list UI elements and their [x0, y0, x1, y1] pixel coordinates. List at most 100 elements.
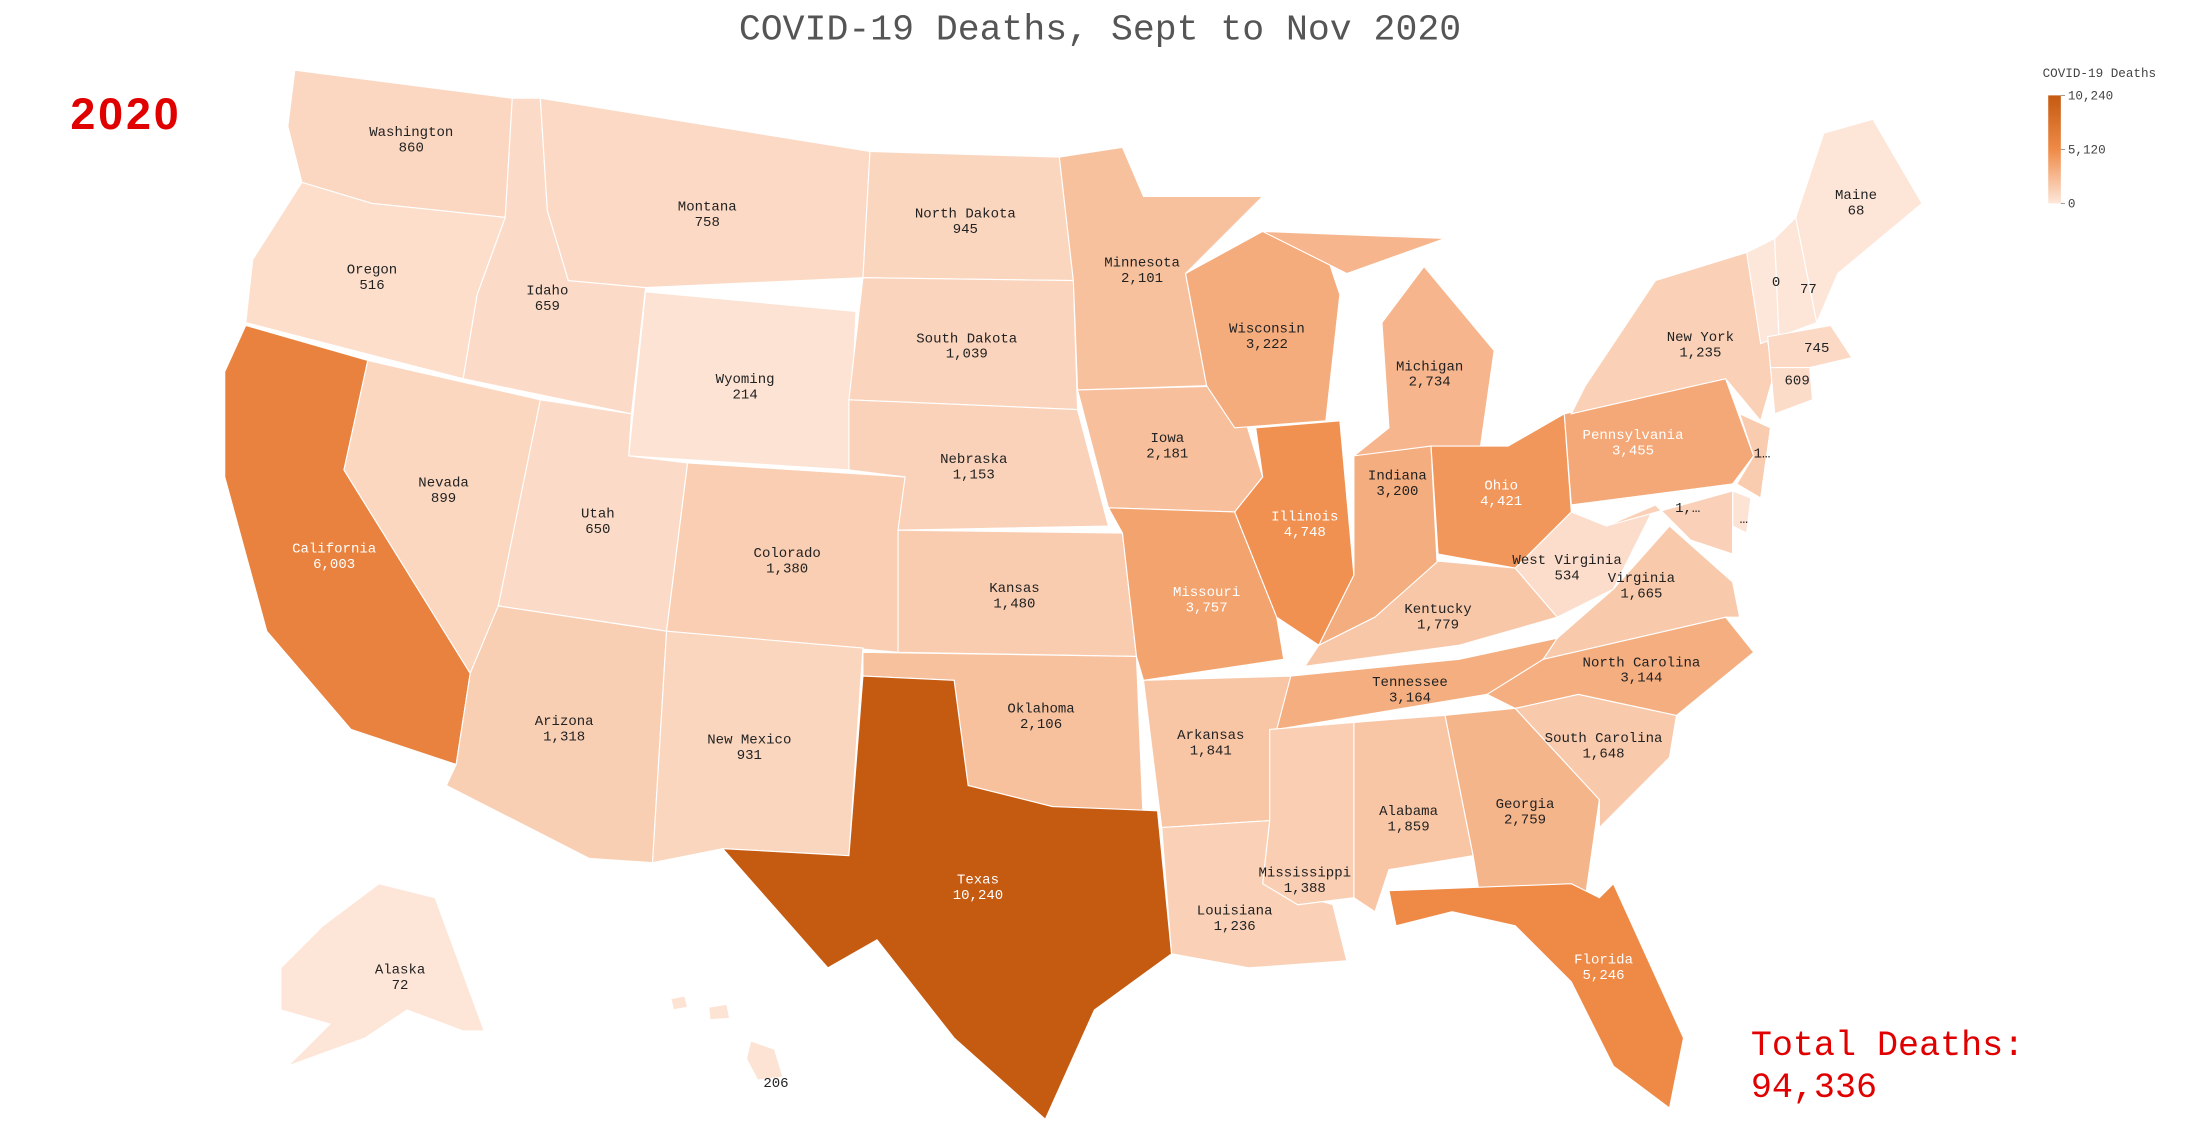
state-value: 3,222 — [1246, 337, 1288, 353]
state — [539, 97, 871, 289]
state-value: 758 — [695, 215, 720, 231]
state-name: Wisconsin — [1229, 321, 1305, 337]
state-value: 1,665 — [1620, 587, 1662, 603]
state-value: 650 — [585, 522, 610, 538]
state-name: Indiana — [1368, 469, 1427, 485]
state-value: 659 — [535, 299, 560, 315]
state-value: 4,421 — [1480, 494, 1522, 510]
state-value: 3,144 — [1620, 671, 1662, 687]
state — [1234, 420, 1355, 647]
state-name: Washington — [369, 125, 453, 141]
state-value: 899 — [431, 491, 456, 507]
state-name: Colorado — [754, 546, 821, 562]
state-name: Tennessee — [1372, 675, 1448, 691]
colorbar-tick-label: 0 — [2068, 197, 2076, 212]
state-name: California — [292, 542, 376, 558]
state-value: 214 — [733, 387, 758, 403]
state-value: 745 — [1804, 341, 1829, 357]
state-value: 206 — [763, 1076, 788, 1092]
state — [1606, 490, 1734, 555]
state-value: 516 — [359, 278, 384, 294]
state — [1262, 230, 1446, 275]
state-value: 1,153 — [953, 467, 995, 483]
state-value: 68 — [1848, 204, 1865, 220]
state-name: Utah — [581, 507, 615, 523]
state-value: 5,246 — [1583, 968, 1625, 984]
state-name: Maine — [1835, 188, 1877, 204]
state-name: Texas — [957, 873, 999, 889]
state-name: Ohio — [1484, 479, 1518, 495]
state-value: 2,759 — [1504, 812, 1546, 828]
state-name: Montana — [678, 199, 737, 215]
state-value: 1,235 — [1679, 345, 1721, 361]
state-value: 2,106 — [1020, 717, 1062, 733]
state-name: South Dakota — [916, 331, 1017, 347]
state — [708, 1003, 731, 1021]
state-name: Iowa — [1151, 431, 1185, 447]
state-value: 1,039 — [946, 347, 988, 363]
state-name: Nebraska — [940, 452, 1007, 468]
state-value: 6,003 — [313, 557, 355, 573]
state-name: Virginia — [1608, 571, 1675, 587]
state-value: 2,181 — [1146, 446, 1188, 462]
state-name: Pennsylvania — [1583, 428, 1684, 444]
state-name: Minnesota — [1104, 256, 1180, 272]
state-value: 10,240 — [953, 888, 1003, 904]
state — [1542, 525, 1741, 661]
state-name: New York — [1667, 330, 1734, 346]
state-value: 1,841 — [1190, 744, 1232, 760]
state-name: Oregon — [347, 263, 397, 279]
state-value: 1,… — [1675, 501, 1700, 517]
state — [1570, 251, 1776, 422]
state-name: Mississippi — [1259, 866, 1352, 882]
state-name: Kansas — [989, 581, 1039, 597]
state-value: 534 — [1554, 568, 1579, 584]
year-label: 2020 — [70, 88, 181, 139]
state-value: 77 — [1800, 282, 1817, 298]
state-name: Illinois — [1271, 509, 1338, 525]
state-value: 1,380 — [766, 561, 808, 577]
state — [1769, 366, 1814, 415]
state-value: 1,236 — [1214, 919, 1256, 935]
total-value: 94,336 — [1751, 1068, 1877, 1108]
state-value: 3,200 — [1376, 484, 1418, 500]
state-value: 3,455 — [1612, 443, 1654, 459]
state-value: 1,859 — [1388, 819, 1430, 835]
state-value: 72 — [392, 978, 409, 994]
colorbar — [2048, 95, 2061, 204]
state — [745, 1040, 784, 1081]
state-value: 1,480 — [993, 596, 1035, 612]
state-value: 1,388 — [1284, 881, 1326, 897]
state-name: Idaho — [526, 284, 568, 300]
state — [670, 995, 689, 1011]
state-name: Kentucky — [1404, 602, 1471, 618]
state-name: Georgia — [1496, 797, 1555, 813]
state-value: 945 — [953, 222, 978, 238]
state-name: Arkansas — [1177, 728, 1244, 744]
state-value: 609 — [1785, 373, 1810, 389]
state — [1767, 324, 1853, 369]
state-value: … — [1740, 512, 1748, 528]
colorbar-title: COVID-19 Deaths — [2043, 66, 2157, 81]
state-name: North Dakota — [915, 206, 1016, 222]
state-name: South Carolina — [1545, 731, 1663, 747]
state-name: New Mexico — [707, 732, 791, 748]
state-name: Missouri — [1173, 585, 1240, 601]
state-value: 931 — [737, 748, 762, 764]
state — [1388, 882, 1685, 1110]
state-name: Wyoming — [716, 372, 775, 388]
state — [1795, 118, 1923, 325]
state-name: Florida — [1574, 953, 1633, 969]
state-name: Louisiana — [1197, 904, 1273, 920]
state-name: West Virginia — [1512, 553, 1621, 569]
state-value: 2,734 — [1409, 375, 1451, 391]
states — [224, 69, 1923, 1121]
state-value: 3,164 — [1389, 690, 1431, 706]
state-value: 1… — [1754, 446, 1771, 462]
state-value: 1,779 — [1417, 617, 1459, 633]
state-value: 0 — [1772, 275, 1780, 291]
state-name: Nevada — [418, 476, 468, 492]
state — [721, 675, 1173, 1121]
